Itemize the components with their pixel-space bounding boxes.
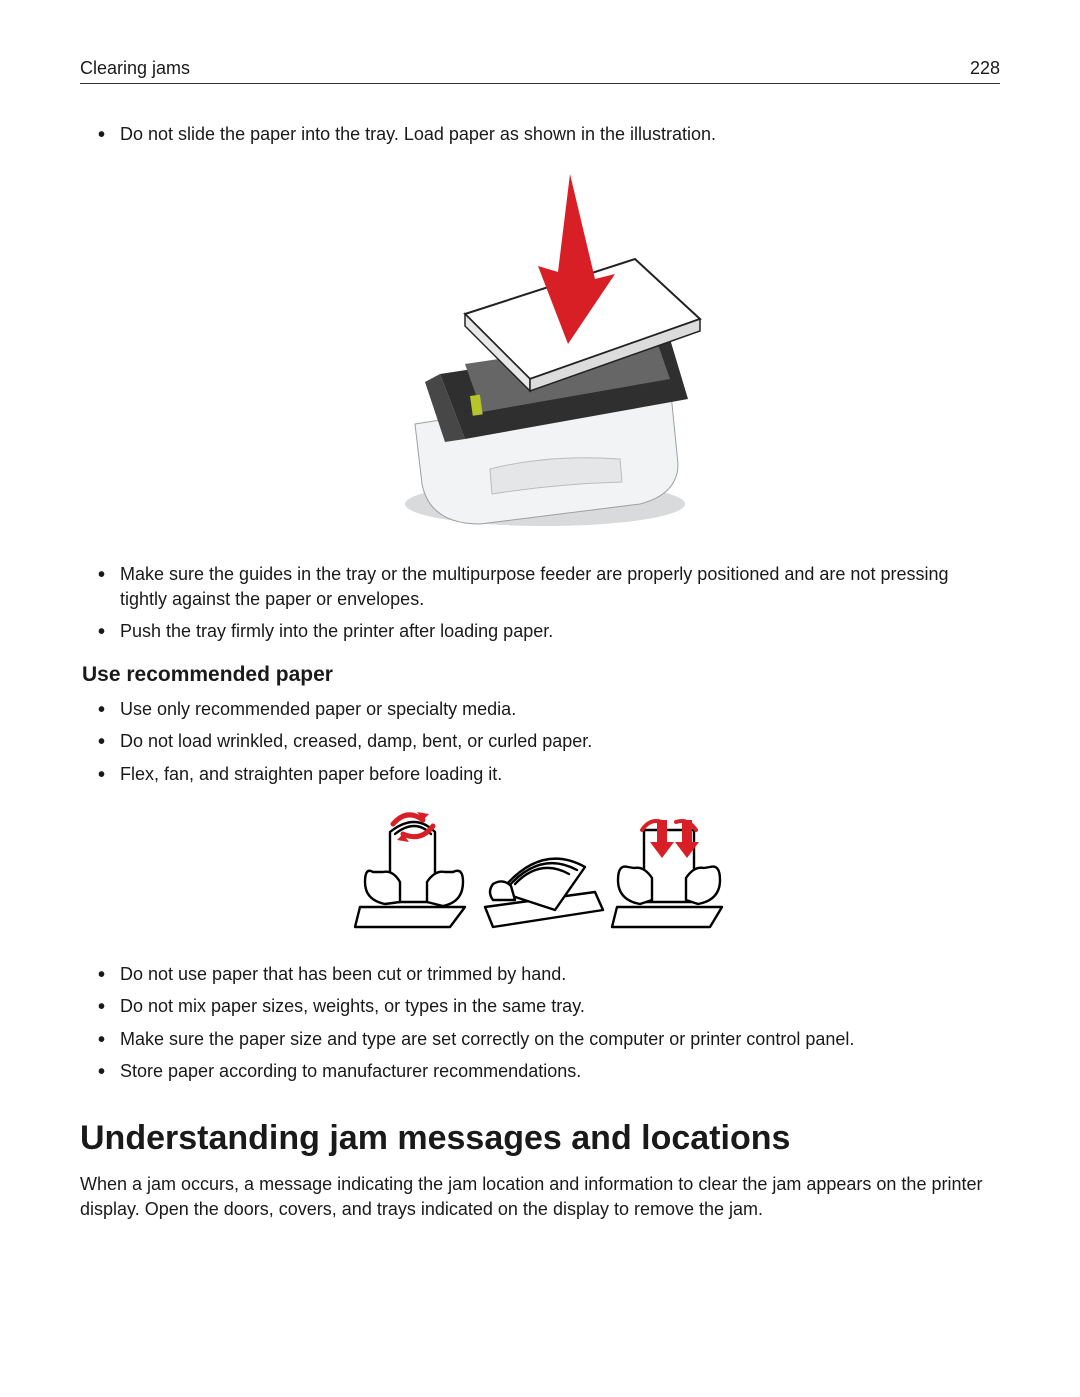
bullet-list-top: Do not slide the paper into the tray. Lo… bbox=[80, 122, 1000, 146]
list-item: Flex, fan, and straighten paper before l… bbox=[104, 762, 1000, 786]
list-item: Do not mix paper sizes, weights, or type… bbox=[104, 994, 1000, 1018]
list-item: Make sure the paper size and type are se… bbox=[104, 1027, 1000, 1051]
flex-fan-straighten-icon bbox=[350, 804, 730, 934]
list-item: Do not use paper that has been cut or tr… bbox=[104, 962, 1000, 986]
body-paragraph: When a jam occurs, a message indicating … bbox=[80, 1172, 1000, 1221]
bullet-list-rec-1: Use only recommended paper or specialty … bbox=[80, 697, 1000, 786]
heading-understanding-jams: Understanding jam messages and locations bbox=[80, 1119, 1000, 1158]
list-item: Do not slide the paper into the tray. Lo… bbox=[104, 122, 1000, 146]
list-item: Make sure the guides in the tray or the … bbox=[104, 562, 1000, 611]
header-page-number: 228 bbox=[970, 58, 1000, 79]
bullet-list-mid: Make sure the guides in the tray or the … bbox=[80, 562, 1000, 643]
figure-flex-fan-straighten bbox=[80, 804, 1000, 934]
document-page: Clearing jams 228 Do not slide the paper… bbox=[0, 0, 1080, 1301]
list-item: Use only recommended paper or specialty … bbox=[104, 697, 1000, 721]
header-section-title: Clearing jams bbox=[80, 58, 190, 79]
subheading-use-recommended-paper: Use recommended paper bbox=[82, 663, 1000, 687]
list-item: Store paper according to manufacturer re… bbox=[104, 1059, 1000, 1083]
page-header: Clearing jams 228 bbox=[80, 58, 1000, 84]
figure-tray-load bbox=[80, 164, 1000, 534]
list-item: Do not load wrinkled, creased, damp, ben… bbox=[104, 729, 1000, 753]
bullet-list-rec-2: Do not use paper that has been cut or tr… bbox=[80, 962, 1000, 1083]
tray-illustration-icon bbox=[370, 164, 710, 534]
list-item: Push the tray firmly into the printer af… bbox=[104, 619, 1000, 643]
